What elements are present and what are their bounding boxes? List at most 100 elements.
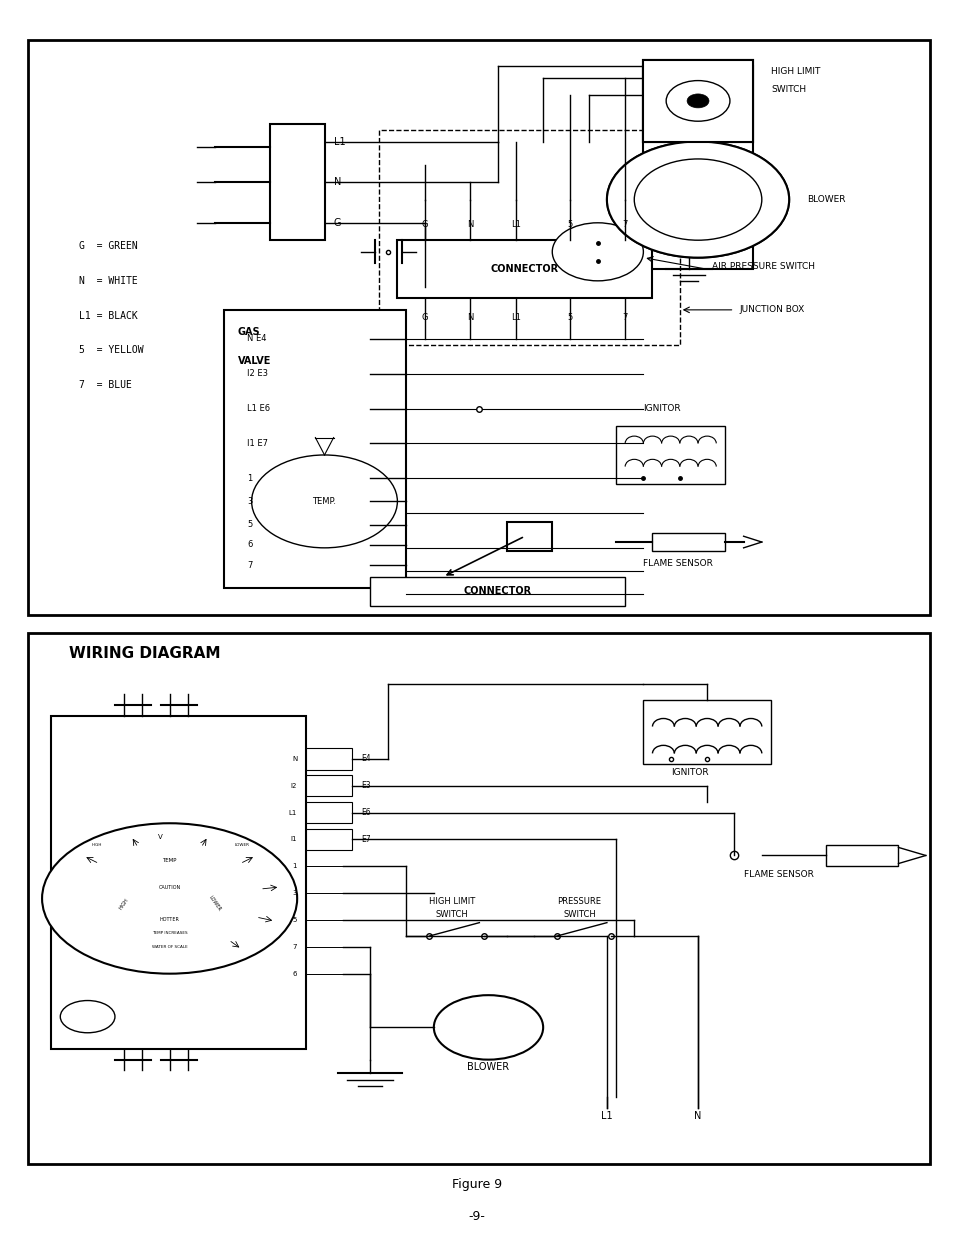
Text: I1: I1 — [291, 836, 296, 842]
Text: HIGH LIMIT: HIGH LIMIT — [770, 68, 820, 77]
Text: I2 E3: I2 E3 — [247, 369, 268, 378]
Text: L1: L1 — [289, 809, 296, 815]
Bar — [642, 61, 752, 142]
Text: L1: L1 — [334, 137, 345, 147]
Text: JUNCTION BOX: JUNCTION BOX — [739, 305, 803, 315]
Text: SWITCH: SWITCH — [562, 910, 596, 919]
Circle shape — [434, 995, 542, 1060]
Text: V: V — [158, 835, 163, 840]
Bar — [642, 65, 752, 269]
Text: L1 E6: L1 E6 — [247, 404, 270, 412]
Text: IGNITOR: IGNITOR — [642, 404, 680, 412]
Circle shape — [686, 94, 708, 107]
Text: E4: E4 — [360, 755, 370, 763]
Text: L1: L1 — [600, 1110, 612, 1120]
Bar — [370, 577, 624, 606]
Text: TEMP.: TEMP. — [313, 496, 336, 506]
Text: I2: I2 — [291, 783, 296, 789]
Bar — [652, 534, 724, 551]
Text: VALVE: VALVE — [237, 356, 271, 367]
Text: N: N — [467, 220, 473, 228]
Text: 6: 6 — [247, 541, 253, 550]
Circle shape — [42, 824, 296, 973]
Bar — [306, 748, 352, 769]
Bar — [506, 521, 552, 551]
Circle shape — [252, 454, 397, 548]
Bar — [306, 774, 352, 797]
Text: PRESSURE: PRESSURE — [557, 897, 601, 905]
Text: 3: 3 — [293, 890, 296, 897]
Text: G: G — [334, 217, 341, 227]
Text: CONNECTOR: CONNECTOR — [463, 587, 531, 597]
Text: N: N — [334, 177, 340, 188]
Text: N: N — [467, 312, 473, 322]
Text: 5: 5 — [567, 220, 573, 228]
Bar — [378, 130, 679, 345]
Text: 3: 3 — [247, 496, 253, 506]
Bar — [642, 700, 770, 764]
Bar — [824, 845, 898, 866]
Bar — [306, 802, 352, 824]
Circle shape — [665, 80, 729, 121]
Text: 5  = YELLOW: 5 = YELLOW — [78, 346, 143, 356]
Text: 5: 5 — [247, 520, 252, 529]
Text: 1: 1 — [247, 474, 252, 483]
Text: HIGH: HIGH — [118, 897, 130, 910]
Text: N: N — [694, 1110, 701, 1120]
Text: -9-: -9- — [468, 1210, 485, 1223]
Text: LOWER: LOWER — [234, 842, 250, 847]
Text: WATER OF SCALE: WATER OF SCALE — [152, 945, 188, 948]
Text: G: G — [421, 312, 428, 322]
Text: IGNITOR: IGNITOR — [670, 768, 707, 777]
Text: BLOWER: BLOWER — [806, 195, 845, 204]
Text: N  = WHITE: N = WHITE — [78, 275, 137, 285]
Text: Figure 9: Figure 9 — [452, 1178, 501, 1191]
Text: 7: 7 — [247, 561, 253, 569]
Text: CAUTION: CAUTION — [158, 885, 180, 890]
Text: N: N — [292, 756, 296, 762]
Text: E3: E3 — [360, 782, 370, 790]
Text: GAS: GAS — [237, 327, 260, 337]
Text: 5: 5 — [567, 312, 573, 322]
Circle shape — [686, 94, 708, 107]
Text: L1: L1 — [511, 220, 520, 228]
Text: E7: E7 — [360, 835, 370, 844]
Text: HIGH LIMIT: HIGH LIMIT — [429, 897, 475, 905]
Text: SWITCH: SWITCH — [436, 910, 468, 919]
Text: 1: 1 — [293, 863, 296, 869]
Text: L1: L1 — [511, 312, 520, 322]
Text: L1 = BLACK: L1 = BLACK — [78, 311, 137, 321]
Text: BLOWER: BLOWER — [467, 1062, 509, 1072]
Bar — [306, 829, 352, 850]
Text: 7: 7 — [621, 220, 627, 228]
Text: CONNECTOR: CONNECTOR — [491, 264, 558, 274]
Text: AIR PRESSURE SWITCH: AIR PRESSURE SWITCH — [711, 262, 814, 270]
Text: N E4: N E4 — [247, 335, 266, 343]
Bar — [642, 61, 752, 142]
Circle shape — [552, 222, 642, 280]
Text: LOWER: LOWER — [208, 895, 222, 913]
Text: HIGH: HIGH — [91, 842, 102, 847]
Text: 7: 7 — [621, 312, 627, 322]
Bar — [616, 426, 724, 484]
Circle shape — [665, 80, 729, 121]
Bar — [270, 125, 324, 240]
Text: E6: E6 — [360, 808, 370, 818]
Circle shape — [606, 142, 788, 258]
Bar — [224, 310, 406, 589]
Text: FLAME SENSOR: FLAME SENSOR — [642, 559, 713, 568]
Text: 7: 7 — [293, 944, 296, 950]
Text: 7  = BLUE: 7 = BLUE — [78, 380, 132, 390]
Text: G  = GREEN: G = GREEN — [78, 241, 137, 251]
Text: G: G — [421, 220, 428, 228]
Text: WIRING DIAGRAM: WIRING DIAGRAM — [70, 646, 221, 661]
Text: 5: 5 — [293, 916, 296, 923]
Text: 6: 6 — [293, 971, 296, 977]
Circle shape — [606, 142, 788, 258]
Text: TEMP: TEMP — [162, 858, 176, 863]
Circle shape — [60, 1000, 114, 1032]
Circle shape — [634, 159, 761, 240]
Text: I1 E7: I1 E7 — [247, 438, 268, 448]
Text: TEMP INCREASES: TEMP INCREASES — [152, 931, 187, 935]
Bar — [51, 716, 306, 1049]
